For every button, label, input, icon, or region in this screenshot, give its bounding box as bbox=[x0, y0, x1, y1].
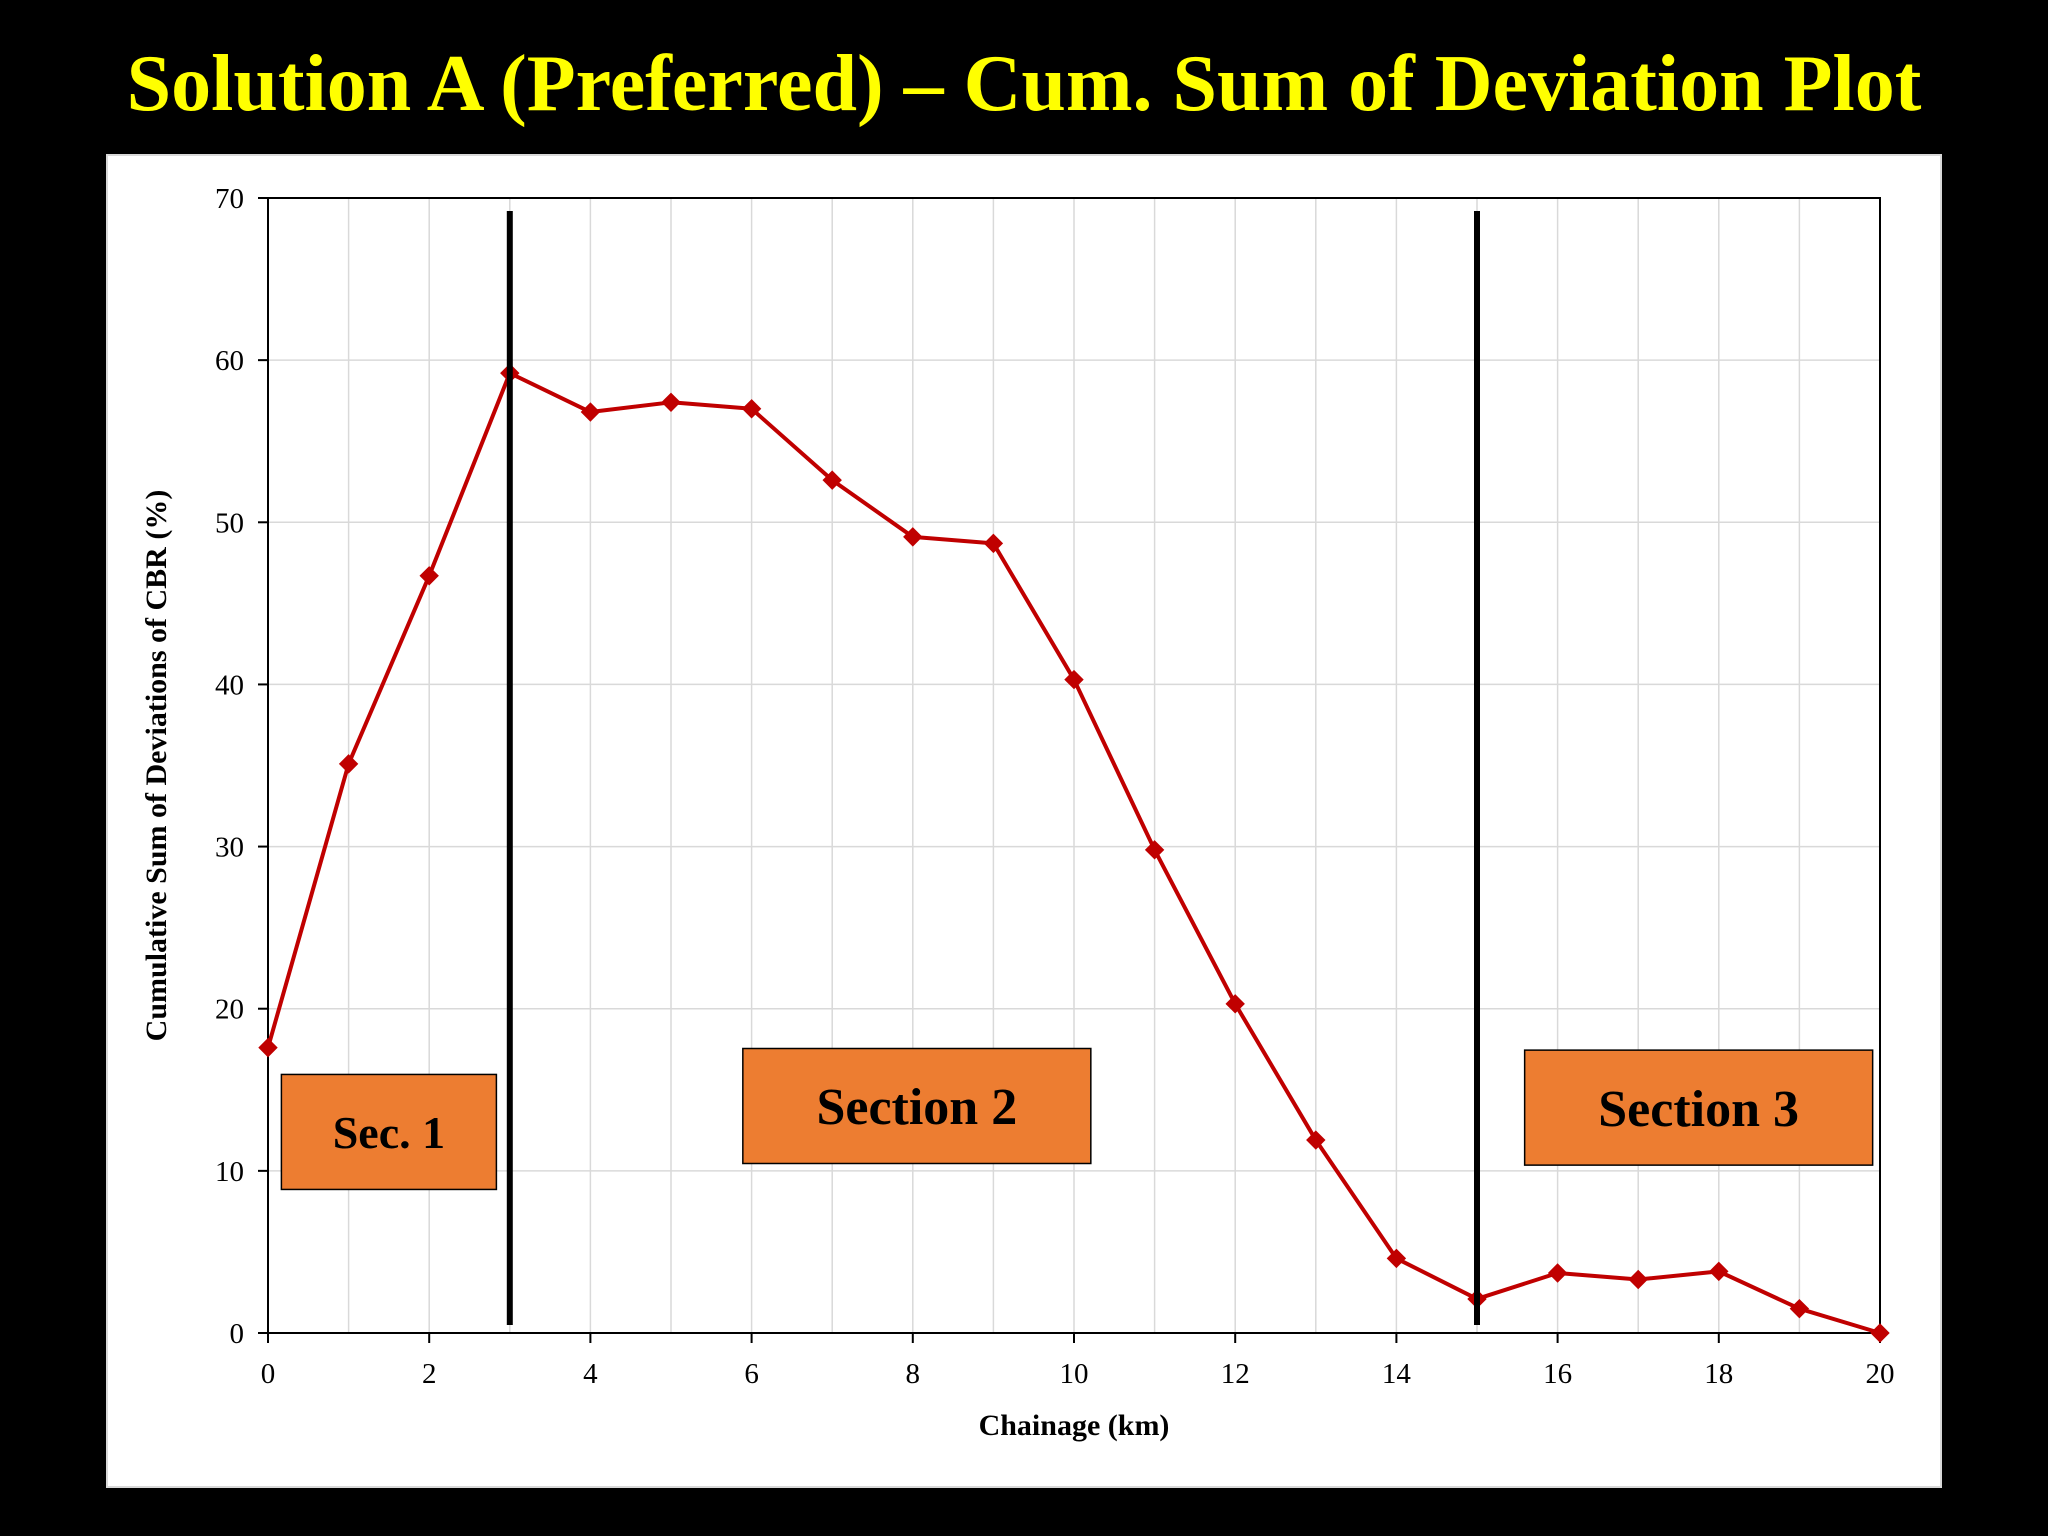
y-tick-label: 0 bbox=[230, 1318, 245, 1350]
data-point bbox=[741, 399, 762, 419]
data-point bbox=[580, 402, 601, 422]
data-point bbox=[1225, 994, 1245, 1014]
data-point bbox=[258, 1037, 278, 1058]
series-layer bbox=[258, 363, 1890, 1343]
data-point bbox=[1789, 1298, 1810, 1319]
x-tick-label: 10 bbox=[1060, 1358, 1089, 1390]
slide-title: Solution A (Preferred) – Cum. Sum of Dev… bbox=[126, 40, 1922, 128]
y-tick-label: 50 bbox=[215, 507, 244, 539]
data-point bbox=[661, 392, 681, 413]
x-tick-label: 0 bbox=[261, 1358, 276, 1390]
y-tick-label: 60 bbox=[215, 345, 244, 377]
data-point bbox=[1306, 1130, 1326, 1150]
section-annotations: Sec. 1 Section 2 Section 3 bbox=[280, 1047, 1874, 1191]
data-point bbox=[1144, 840, 1165, 860]
data-point bbox=[1547, 1263, 1568, 1283]
data-point bbox=[338, 754, 359, 774]
data-point bbox=[983, 533, 1004, 554]
y-tick-label: 70 bbox=[215, 183, 244, 215]
y-tick-label: 20 bbox=[215, 994, 244, 1026]
x-tick-label: 8 bbox=[906, 1358, 921, 1390]
x-tick-label: 12 bbox=[1221, 1358, 1250, 1390]
data-point bbox=[1628, 1269, 1648, 1290]
x-tick-label: 16 bbox=[1543, 1358, 1572, 1390]
section-label-box bbox=[280, 1073, 498, 1191]
y-axis-label: Cumulative Sum of Deviations of CBR (%) bbox=[140, 490, 173, 1042]
x-tick-label: 14 bbox=[1382, 1358, 1412, 1390]
section-label-text: Section 2 bbox=[816, 1079, 1017, 1136]
data-point bbox=[1709, 1261, 1729, 1282]
x-tick-label: 4 bbox=[583, 1358, 598, 1390]
x-tick-label: 18 bbox=[1704, 1358, 1733, 1390]
data-point bbox=[1064, 669, 1084, 690]
section-label-text: Section 3 bbox=[1598, 1081, 1799, 1138]
data-point bbox=[1386, 1248, 1407, 1269]
x-tick-label: 20 bbox=[1866, 1358, 1895, 1390]
axis-ticks: 0 2 4 6 8 10 12 14 16 18 20 0 10 20 30 40 50 60 70 bbox=[215, 183, 1895, 1390]
y-tick-label: 10 bbox=[215, 1156, 244, 1188]
section-label-text: Sec. 1 bbox=[333, 1107, 445, 1158]
x-tick-label: 2 bbox=[422, 1358, 437, 1390]
section-label-box bbox=[1523, 1049, 1874, 1166]
data-point bbox=[822, 470, 842, 490]
gridlines bbox=[268, 198, 1880, 1333]
section-label-box bbox=[742, 1047, 1092, 1165]
x-tick-label: 6 bbox=[744, 1358, 759, 1390]
data-point bbox=[419, 566, 439, 586]
y-tick-label: 40 bbox=[215, 669, 244, 701]
section-boundaries bbox=[506, 211, 1480, 1325]
data-point bbox=[903, 527, 923, 547]
data-point bbox=[1870, 1323, 1890, 1343]
x-axis-label: Chainage (km) bbox=[979, 1409, 1170, 1442]
y-tick-label: 30 bbox=[215, 832, 244, 864]
